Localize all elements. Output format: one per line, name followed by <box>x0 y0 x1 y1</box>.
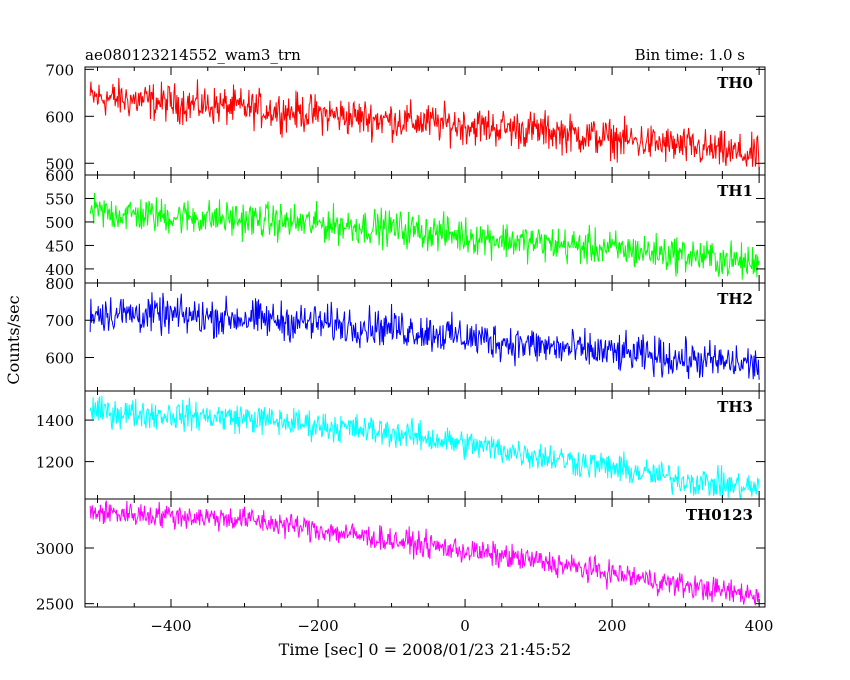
x-tick-label: 400 <box>745 617 774 635</box>
panel-label-th0: TH0 <box>717 74 753 92</box>
panels-group: 500600700TH0400450500550600TH1600700800T… <box>36 61 766 614</box>
y-tick-label: 700 <box>45 61 74 79</box>
panel-th2: 600 700 800 TH2 <box>45 275 766 392</box>
y-tick-label: 1400 <box>36 412 74 430</box>
series-line-th1 <box>89 192 760 280</box>
panel-th0: 500 600 700 TH0 <box>45 61 766 176</box>
y-tick-label: 1200 <box>36 454 74 472</box>
panel-frame <box>84 498 766 608</box>
y-tick-label: 550 <box>45 190 74 208</box>
y-tick-label: 600 <box>45 108 74 126</box>
y-tick-label: 700 <box>45 312 74 330</box>
panel-label-th0123: TH0123 <box>686 506 753 524</box>
x-axis: −400 −200 0 200 400 <box>150 617 773 635</box>
panel-th1: 400 450 500 550 600 TH1 <box>45 167 766 284</box>
y-tick-label: 500 <box>45 214 74 232</box>
y-tick-label: 600 <box>45 167 74 185</box>
y-tick-label: 450 <box>45 237 74 255</box>
x-tick-label: −400 <box>150 617 191 635</box>
panel-th3: 1200 1400 TH3 <box>36 390 766 500</box>
panel-label-th3: TH3 <box>717 398 753 416</box>
y-tick-label: 500 <box>45 155 74 173</box>
y-tick-label: 600 <box>45 349 74 367</box>
x-tick-label: 200 <box>598 617 627 635</box>
x-axis-label: Time [sec] 0 = 2008/01/23 21:45:52 <box>279 640 572 659</box>
series-line-th2 <box>89 292 760 380</box>
x-tick-label: −200 <box>297 617 338 635</box>
panel-label-th2: TH2 <box>717 290 753 308</box>
chart-title: ae080123214552_wam3_trn <box>85 46 301 64</box>
bin-time-label: Bin time: 1.0 s <box>635 46 745 64</box>
y-tick-label: 400 <box>45 261 74 279</box>
y-tick-label: 800 <box>45 275 74 293</box>
series-line-th3 <box>89 395 760 499</box>
series-line-th0123 <box>89 500 760 607</box>
panel-label-th1: TH1 <box>717 182 753 200</box>
series-line-th0 <box>89 77 760 170</box>
y-tick-label: 3000 <box>36 540 74 558</box>
x-tick-label: 0 <box>460 617 470 635</box>
y-tick-label: 2500 <box>36 596 74 614</box>
panel-th0123: 2500 3000 TH0123 <box>36 498 766 614</box>
y-axis-label: Counts/sec <box>4 295 23 384</box>
